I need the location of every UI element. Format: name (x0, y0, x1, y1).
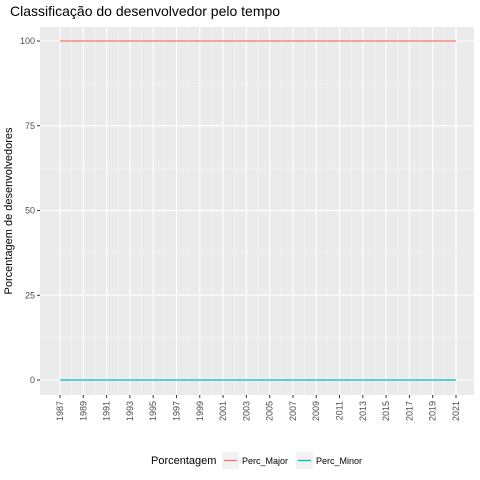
x-tick-label: 2017 (404, 401, 414, 421)
x-tick-label: 1997 (171, 401, 181, 421)
x-tick-label: 1993 (125, 401, 135, 421)
x-tick-label: 1989 (78, 401, 88, 421)
x-tick-label: 2019 (428, 401, 438, 421)
x-tick-label: 2021 (451, 401, 461, 421)
y-tick-label: 75 (25, 121, 35, 131)
x-tick-label: 1999 (195, 401, 205, 421)
x-tick-label: 1991 (102, 401, 112, 421)
y-tick-label: 0 (30, 375, 35, 385)
x-tick-label: 2007 (288, 401, 298, 421)
x-tick-label: 1995 (148, 401, 158, 421)
legend-label: Perc_Major (242, 456, 288, 466)
legend-title: Porcentagem (151, 455, 216, 467)
series-lines (60, 40, 456, 381)
legend-label: Perc_Minor (316, 456, 362, 466)
x-tick-label: 1987 (55, 401, 65, 421)
y-tick-label: 25 (25, 290, 35, 300)
x-tick-label: 2011 (335, 401, 345, 420)
x-tick-label: 2001 (218, 401, 228, 421)
x-tick-label: 2013 (358, 401, 368, 421)
x-axis: 1987 1989 1991 1993 1995 1997 1999 2001 2003 2005… (55, 395, 461, 421)
chart-title: Classificação do desenvolvedor pelo temp… (10, 3, 280, 19)
x-tick-label: 2003 (241, 401, 251, 421)
y-tick-label: 50 (25, 206, 35, 216)
x-tick-label: 2009 (311, 401, 321, 421)
y-axis: 0 25 50 75 100 (20, 36, 40, 385)
x-tick-label: 2005 (265, 401, 275, 421)
y-axis-title: Porcentagem de desenvolvedores (3, 127, 15, 294)
y-tick-label: 100 (20, 36, 35, 46)
legend: Porcentagem Perc_Major Perc_Minor (151, 452, 362, 469)
x-tick-label: 2015 (381, 401, 391, 421)
